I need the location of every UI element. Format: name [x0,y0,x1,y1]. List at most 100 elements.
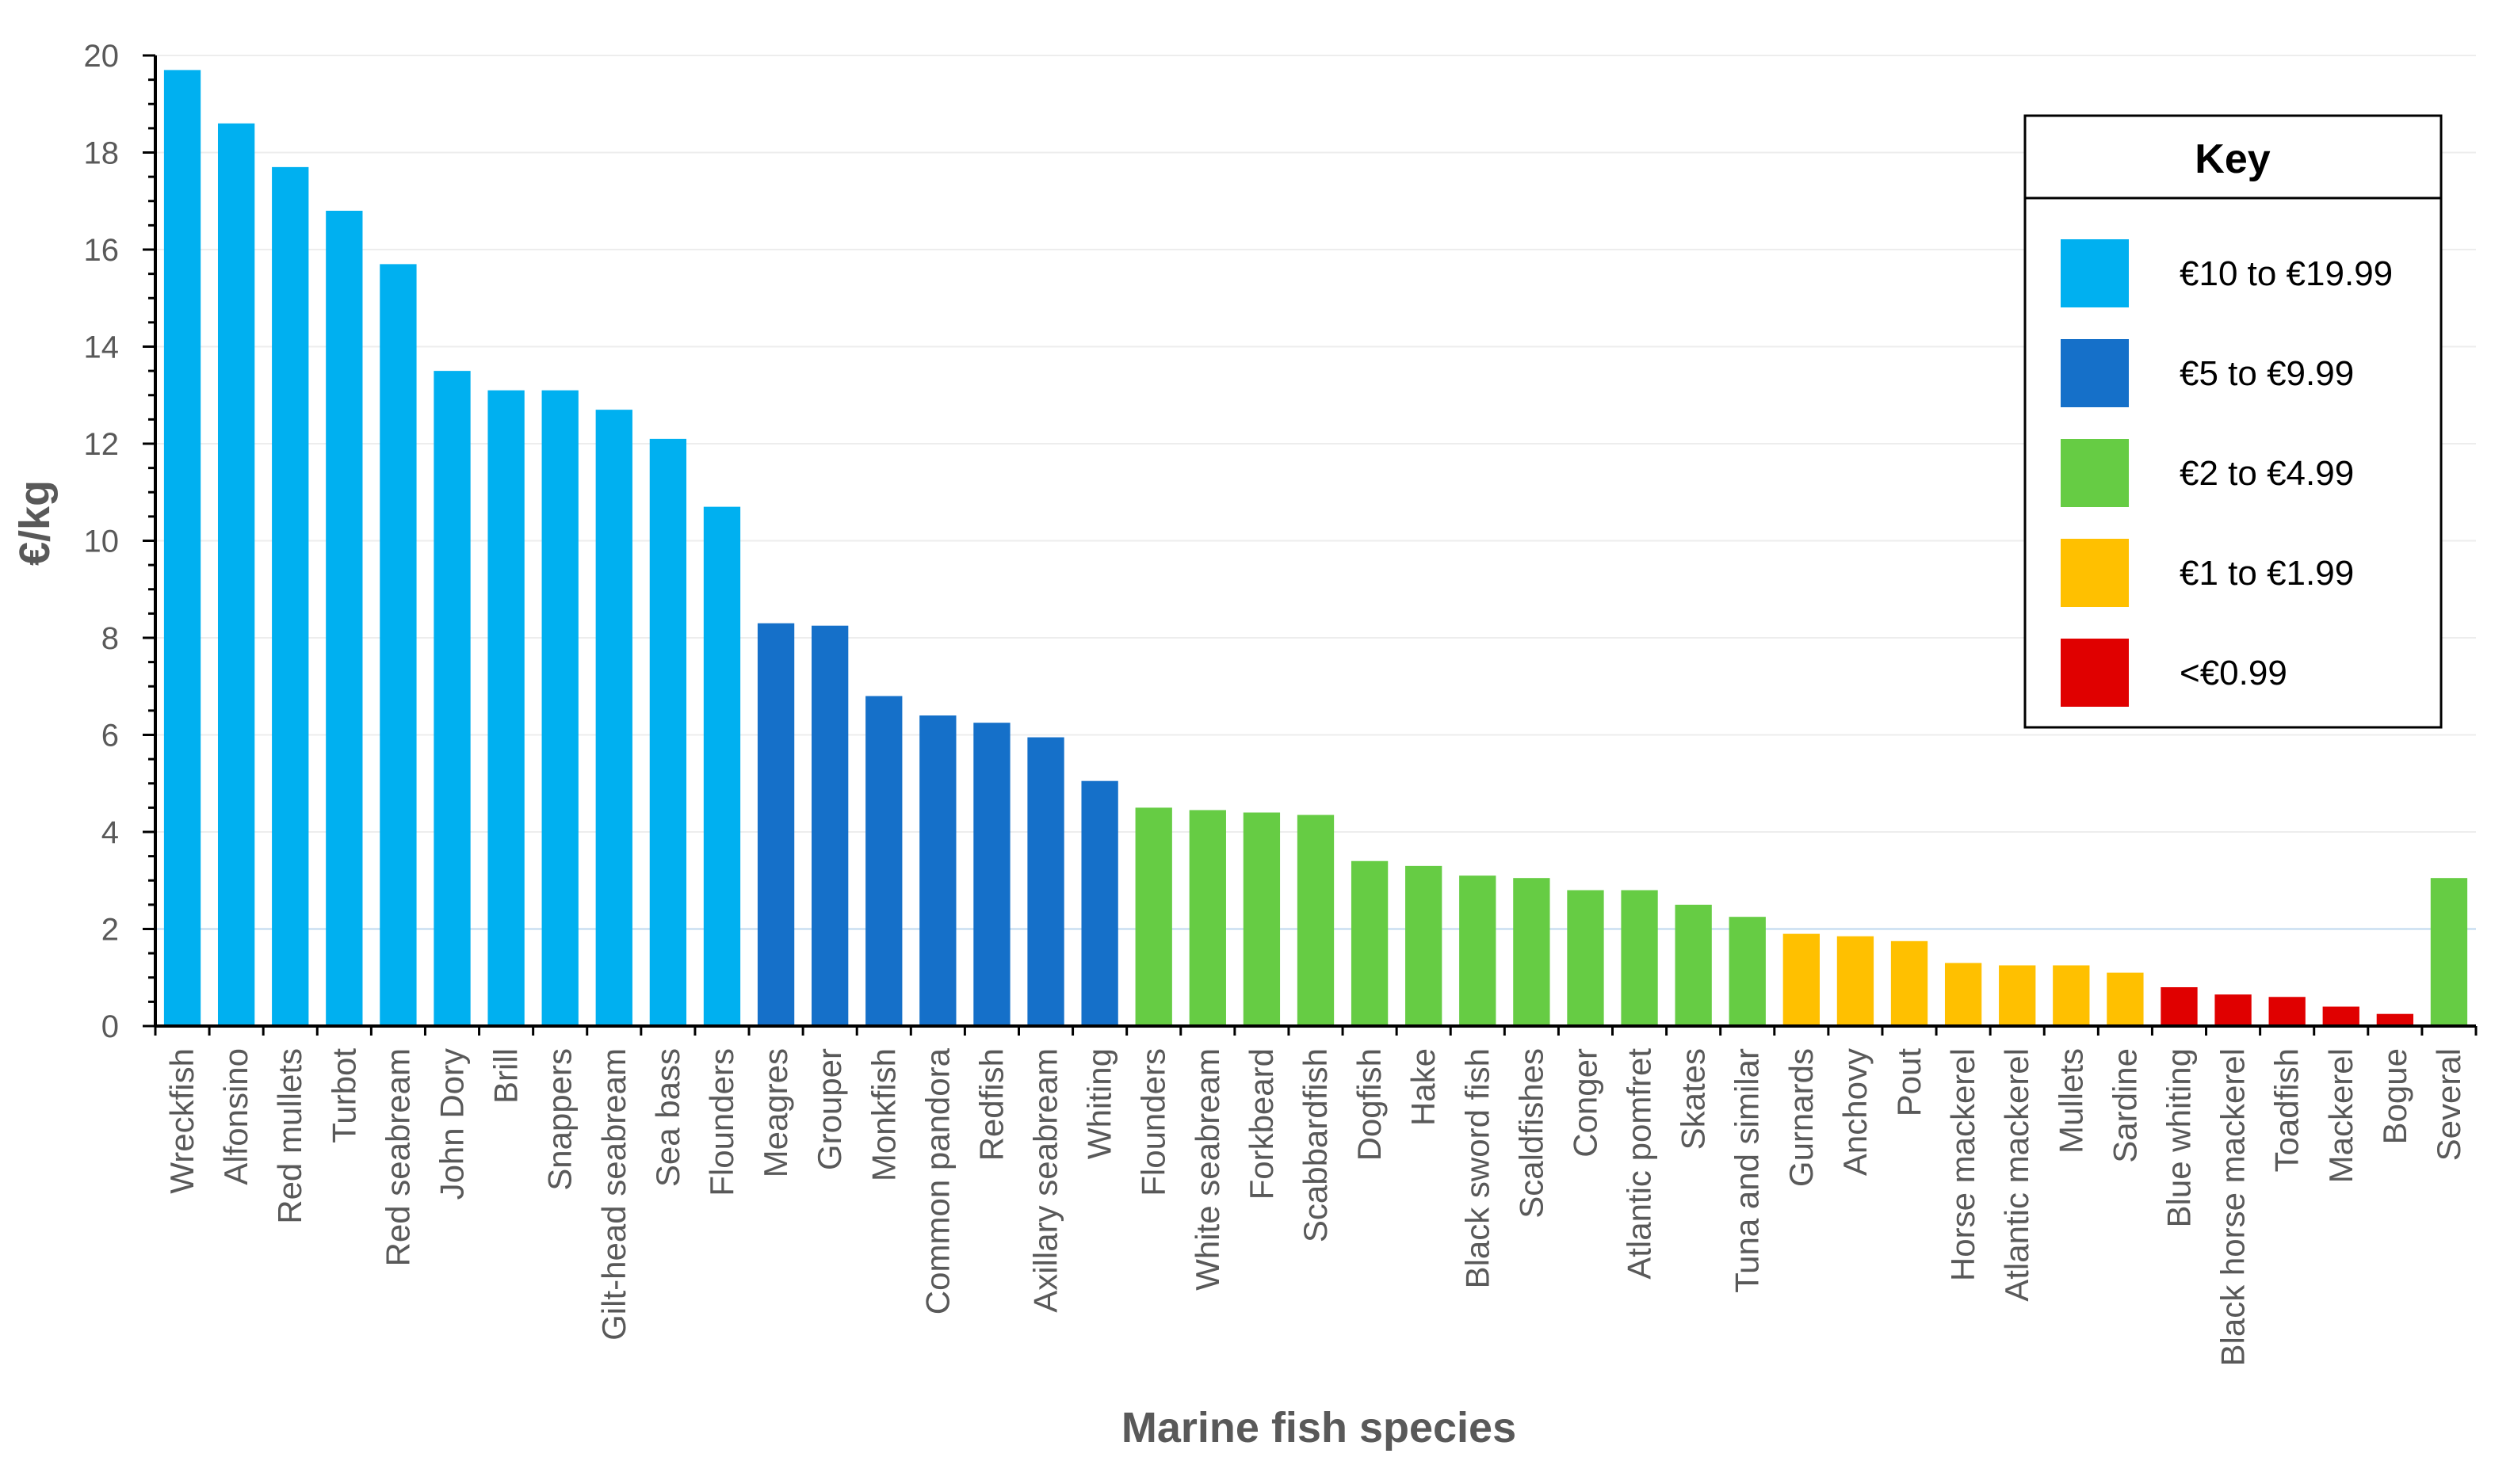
x-category-label: Red seabream [379,1048,416,1266]
bar [541,390,579,1026]
x-category-label: Dogfish [1351,1048,1388,1161]
y-tick-label: 20 [84,39,120,74]
y-tick-label: 10 [84,525,120,559]
y-tick-label: 4 [101,815,119,850]
bar [434,371,471,1026]
x-category-label: Toadfish [2268,1048,2306,1172]
legend-swatch [2061,439,2129,507]
x-category-label: Turbot [325,1048,362,1143]
bar [2376,1013,2414,1026]
y-tick-label: 0 [101,1009,119,1044]
bar [217,123,255,1026]
y-tick-label: 2 [101,913,119,948]
x-category-label: Scabbardfish [1297,1048,1334,1242]
x-category-label: Hake [1404,1048,1442,1126]
bar [1459,876,1496,1026]
bar [2214,994,2252,1026]
bar [973,723,1011,1026]
x-category-label: John Dory [434,1048,471,1200]
bar [757,623,795,1026]
bar [649,438,687,1026]
x-category-label: Mullets [2052,1048,2089,1154]
x-category-label: Gilt-head seabream [595,1048,632,1341]
bar [595,410,632,1026]
bar [2268,997,2306,1026]
x-axis-title: Marine fish species [1121,1404,1516,1452]
bar [1944,963,1982,1026]
y-tick-label: 16 [84,233,120,268]
y-tick-label: 6 [101,719,119,753]
bar [1890,940,1928,1026]
x-category-label: Tuna and similar [1729,1048,1766,1293]
x-category-label: Meagres [757,1048,794,1177]
bar [1081,780,1118,1026]
legend-title: Key [2195,136,2270,182]
x-category-label: Red mullets [271,1048,308,1224]
bar [2107,972,2144,1026]
x-category-label: White seabream [1189,1048,1226,1291]
bar [1836,936,1874,1026]
x-category-label: Several [2430,1048,2467,1161]
x-category-label: Sea bass [649,1048,686,1187]
x-category-label: Alfonsino [217,1048,254,1185]
bar [1567,890,1604,1026]
legend-swatch [2061,239,2129,307]
x-category-label: Black horse mackerel [2214,1048,2252,1366]
legend-label: €2 to €4.99 [2180,454,2354,493]
bar [1782,933,1820,1026]
x-category-label: Brill [487,1048,525,1104]
bar [1027,737,1064,1026]
bar [380,264,417,1026]
bar [2430,878,2468,1026]
legend-swatch [2061,539,2129,607]
x-category-label: Conger [1566,1048,1603,1158]
y-axis-title: €/kg [11,480,59,566]
x-category-label: Wreckfish [163,1048,201,1194]
bar [326,211,363,1026]
x-category-label: Whiting [1081,1048,1118,1159]
legend-label: <€0.99 [2180,654,2287,692]
x-category-label: Forkbeard [1243,1048,1280,1200]
bar [487,390,525,1026]
x-category-label: Blue whiting [2160,1048,2197,1227]
legend-swatch [2061,639,2129,707]
bar [812,625,849,1026]
x-category-label: Sardine [2106,1048,2143,1163]
legend-label: €1 to €1.99 [2180,554,2354,593]
legend-swatch [2061,339,2129,407]
y-tick-label: 18 [84,136,120,171]
x-category-label: Common pandora [919,1047,956,1314]
x-category-label: Horse mackerel [1944,1048,1981,1281]
legend-entries: €10 to €19.99 €5 to €9.99 €2 to €4.99 €1 to… [2061,239,2393,707]
bar [2161,987,2198,1026]
x-category-label: Atlantic pomfret [1621,1048,1658,1280]
y-tick-label: 12 [84,427,120,462]
bar [865,696,903,1026]
bar [1189,810,1226,1026]
x-category-label: Black sword fish [1458,1048,1496,1288]
bar [1297,814,1335,1026]
y-tick-labels: 0 2 4 6 8 10 12 14 16 18 20 [84,39,120,1044]
x-category-label: Snappers [541,1048,579,1191]
x-category-label: Scaldfishes [1512,1048,1549,1219]
bar [1729,917,1766,1026]
legend-box [2023,114,2443,729]
x-category-label: Skates [1675,1048,1712,1150]
bar [1999,965,2036,1026]
bar [1621,890,1658,1026]
axes [143,54,2478,1036]
x-category-label: Monkfish [865,1048,902,1181]
x-category-label: Anchovy [1836,1048,1874,1176]
bar [163,70,201,1026]
x-category-label: Gurnards [1782,1048,1820,1187]
bar [1351,860,1389,1026]
x-category-label: Flounders [703,1048,740,1196]
x-category-label: Pout [1890,1048,1928,1117]
legend-label: €10 to €19.99 [2180,254,2393,293]
bar [1513,878,1550,1026]
x-category-label: Mackerel [2322,1048,2359,1183]
x-category-labels: Wreckfish Alfonsino Red mullets Turbot Red s… [163,1047,2467,1366]
bar [703,506,741,1026]
bar [1135,807,1172,1026]
